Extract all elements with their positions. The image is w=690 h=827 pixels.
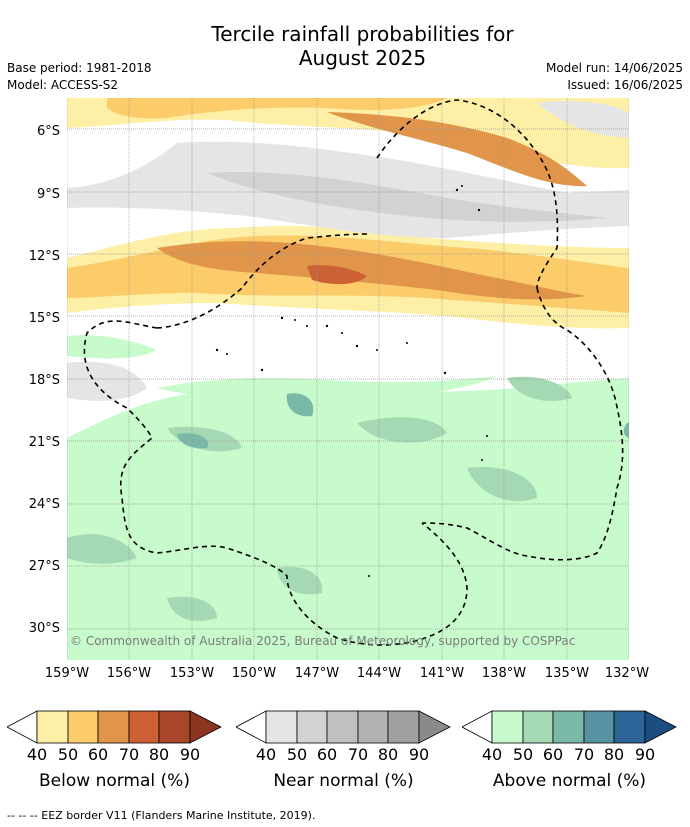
lat-tick: 12°S — [28, 249, 60, 264]
colorbar-tick: 60 — [316, 745, 338, 764]
island-markers — [215, 185, 488, 577]
map-canvas — [67, 98, 629, 660]
colorbar-tick: 80 — [377, 745, 399, 764]
issued-label: Issued: 16/06/2025 — [567, 78, 683, 92]
lon-tick: 156°W — [106, 666, 152, 681]
above-patch-deep-2 — [177, 433, 208, 449]
map-gridlines — [67, 98, 629, 660]
model-label: Model: ACCESS-S2 — [7, 78, 119, 92]
colorbar-tick: 50 — [57, 745, 79, 764]
above-patch-teal-4 — [67, 534, 137, 564]
colorbar-below-graphic — [6, 710, 222, 744]
colorbar-near-graphic — [235, 710, 451, 744]
below-band-north — [67, 98, 629, 169]
above-patch-deep-1 — [286, 393, 314, 417]
colorbar-tick: 80 — [148, 745, 170, 764]
lat-tick: 27°S — [28, 559, 60, 574]
colorbar-tick: 90 — [408, 745, 430, 764]
lat-tick: 21°S — [28, 435, 60, 450]
lon-tick: 132°W — [604, 666, 650, 681]
lat-tick: 6°S — [36, 124, 60, 139]
colorbar-tick: 50 — [512, 745, 534, 764]
colorbar-near-normal — [235, 710, 451, 744]
above-patch-teal-3 — [467, 467, 537, 502]
colorbar-label-below: Below normal (%) — [39, 771, 190, 791]
eez-central-line — [156, 233, 368, 329]
above-patch-west — [67, 335, 157, 359]
lat-tick: 9°S — [36, 187, 60, 202]
below-band-core — [307, 265, 367, 285]
colorbar-tick: 60 — [542, 745, 564, 764]
colorbar-above-normal — [461, 710, 677, 744]
colorbar-tick: 40 — [255, 745, 277, 764]
above-region-mid — [157, 376, 497, 402]
above-patch-teal-7 — [507, 376, 572, 402]
colorbar-tick: 90 — [634, 745, 656, 764]
colorbar-tick: 40 — [481, 745, 503, 764]
lon-tick: 138°W — [481, 666, 527, 681]
colorbar-tick: 70 — [347, 745, 369, 764]
lon-tick: 147°W — [294, 666, 340, 681]
colorbar-tick: 40 — [26, 745, 48, 764]
lon-tick: 135°W — [544, 666, 590, 681]
colorbar-label-near: Near normal (%) — [273, 771, 414, 791]
above-normal-regions — [67, 335, 629, 660]
probability-map — [67, 98, 629, 660]
above-region-south — [67, 378, 629, 660]
below-band-central-dark — [157, 241, 587, 300]
colorbar-label-above: Above normal (%) — [492, 771, 647, 791]
below-normal-regions — [67, 98, 629, 556]
lon-tick: 141°W — [419, 666, 465, 681]
colorbar-tick: 70 — [573, 745, 595, 764]
colorbar-below-normal — [6, 710, 222, 744]
eez-border-note: -- -- -- EEZ border V11 (Flanders Marine… — [7, 809, 316, 822]
copyright-credit: © Commonwealth of Australia 2025, Bureau… — [70, 634, 576, 648]
colorbar-tick: 60 — [87, 745, 109, 764]
above-patch-teal-2 — [357, 417, 447, 443]
colorbar-tick: 90 — [179, 745, 201, 764]
base-period-label: Base period: 1981-2018 — [7, 61, 152, 75]
lat-tick: 18°S — [28, 373, 60, 388]
below-band-north-dark — [327, 112, 587, 187]
colorbar-tick: 80 — [603, 745, 625, 764]
lon-tick: 159°W — [44, 666, 90, 681]
above-patch-deep-3 — [623, 423, 629, 438]
lat-tick: 30°S — [28, 621, 60, 636]
eez-french-polynesia-line — [421, 287, 624, 561]
lat-tick: 24°S — [28, 497, 60, 512]
model-run-label: Model run: 14/06/2025 — [545, 61, 683, 75]
lon-tick: 144°W — [356, 666, 402, 681]
colorbar-tick: 70 — [118, 745, 140, 764]
lon-tick: 150°W — [231, 666, 277, 681]
near-patch-west — [67, 361, 147, 401]
near-band-upper-dark — [207, 172, 607, 222]
colorbar-tick: 50 — [286, 745, 308, 764]
lat-tick: 15°S — [28, 311, 60, 326]
lon-tick: 153°W — [169, 666, 215, 681]
page-title: Tercile rainfall probabilities for Augus… — [211, 22, 514, 70]
colorbar-above-graphic — [461, 710, 677, 744]
eez-borders — [83, 99, 624, 646]
below-band-north-mid — [107, 98, 447, 119]
